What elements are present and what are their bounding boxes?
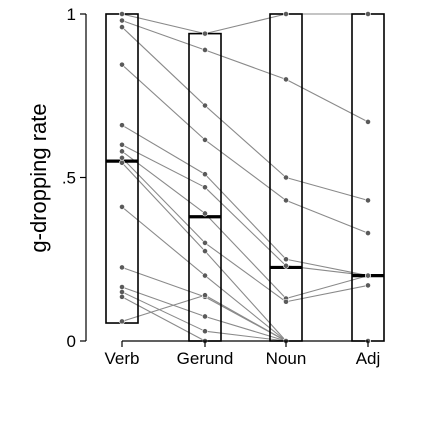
speaker-13-line-2 <box>204 330 287 342</box>
point-speaker-3-gerund <box>202 102 208 109</box>
speaker-3-line-3 <box>285 176 369 201</box>
point-speaker-15-gerund <box>202 292 208 299</box>
point-speaker-2-gerund <box>202 47 208 53</box>
point-speaker-3-adj <box>365 197 371 204</box>
speaker-11-line-1 <box>121 266 206 298</box>
speaker-lines <box>121 13 369 342</box>
point-speaker-1-noun <box>283 11 289 17</box>
point-speaker-6-gerund <box>202 184 208 191</box>
point-speaker-13-gerund <box>202 328 208 335</box>
speaker-6-line-2 <box>204 186 287 267</box>
x-tick-label: Gerund <box>177 349 234 368</box>
point-speaker-8-noun <box>283 298 289 305</box>
point-speaker-14-verb <box>119 293 125 300</box>
speaker-7-line-3 <box>285 275 369 300</box>
speaker-3-line-1 <box>121 26 206 106</box>
y-tick-label: 0 <box>67 332 76 351</box>
point-speaker-10-gerund <box>202 272 208 279</box>
x-tick-label: Verb <box>105 349 140 368</box>
speaker-6-line-1 <box>121 144 206 188</box>
point-speaker-1-adj <box>365 11 371 17</box>
speaker-5-line-3 <box>285 258 369 277</box>
box-adj <box>351 13 385 342</box>
point-speaker-12-gerund <box>202 313 208 320</box>
point-speaker-2-noun <box>283 76 289 83</box>
point-speaker-3-verb <box>119 24 125 30</box>
point-speaker-2-adj <box>365 119 371 125</box>
axes: 0 .5 1 Verb Gerund Noun Adj <box>62 5 380 368</box>
point-speaker-5-verb <box>119 122 125 129</box>
point-speaker-11-verb <box>119 264 125 271</box>
speaker-8-line-2 <box>204 242 287 303</box>
point-speaker-8-gerund <box>202 239 208 246</box>
speaker-8-line-3 <box>285 284 369 303</box>
point-speaker-9-verb <box>119 159 125 166</box>
speaker-5-line-1 <box>121 124 206 175</box>
speaker-7-line-2 <box>204 213 287 299</box>
y-axis-label: g-dropping rate <box>26 103 51 252</box>
box-verb <box>105 13 139 324</box>
speaker-14-line-1 <box>121 296 206 342</box>
speaker-9-line-2 <box>204 250 287 342</box>
speaker-4-line-2 <box>204 139 287 201</box>
point-speaker-3-noun <box>283 174 289 181</box>
point-speaker-4-verb <box>119 61 125 68</box>
speaker-1-line-2 <box>204 13 287 35</box>
point-speaker-15-verb <box>119 318 125 325</box>
point-speaker-1-verb <box>119 11 125 17</box>
speaker-2-line-3 <box>285 78 369 123</box>
speaker-1-line-1 <box>121 13 206 35</box>
point-speaker-7-adj <box>365 272 371 279</box>
speaker-12-line-1 <box>121 286 206 317</box>
point-speaker-4-noun <box>283 197 289 204</box>
point-speaker-5-noun <box>283 256 289 263</box>
speaker-3-line-2 <box>204 105 287 178</box>
point-speaker-4-adj <box>365 230 371 236</box>
speaker-4-line-3 <box>285 199 369 234</box>
point-speaker-8-verb <box>119 154 125 161</box>
speaker-15-line-1 <box>121 294 206 322</box>
speaker-9-line-1 <box>121 162 206 252</box>
point-speaker-8-adj <box>365 282 371 289</box>
point-speaker-6-noun <box>283 262 289 269</box>
speaker-5-line-2 <box>204 173 287 260</box>
point-speaker-1-gerund <box>202 30 208 37</box>
median-lines <box>106 159 384 278</box>
point-speaker-12-verb <box>119 284 125 290</box>
point-speaker-7-gerund <box>202 210 208 217</box>
speaker-13-line-1 <box>121 291 206 332</box>
speaker-10-line-1 <box>121 206 206 277</box>
speaker-10-line-2 <box>204 275 287 342</box>
x-tick-label: Noun <box>266 349 307 368</box>
point-speaker-7-verb <box>119 148 125 155</box>
y-tick-label: 1 <box>67 5 76 24</box>
point-speaker-5-gerund <box>202 171 208 178</box>
speaker-15-line-2 <box>204 294 287 342</box>
point-speaker-9-gerund <box>202 248 208 254</box>
speaker-12-line-2 <box>204 315 287 342</box>
point-speaker-6-verb <box>119 141 125 148</box>
speaker-8-line-1 <box>121 157 206 244</box>
point-speaker-4-gerund <box>202 136 208 143</box>
x-tick-label: Adj <box>356 349 381 368</box>
y-tick-label: .5 <box>62 169 76 188</box>
category-boxes <box>105 13 385 342</box>
point-speaker-10-verb <box>119 204 125 210</box>
speaker-2-line-2 <box>204 49 287 80</box>
point-speaker-2-verb <box>119 17 125 24</box>
point-speaker-13-verb <box>119 289 125 295</box>
speaker-2-line-1 <box>121 20 206 51</box>
speaker-4-line-1 <box>121 64 206 141</box>
